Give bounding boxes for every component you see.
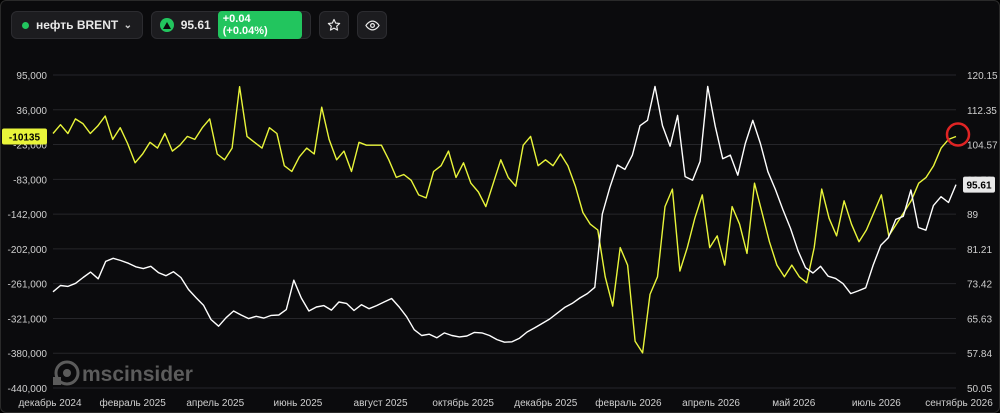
series-line-right: [52, 85, 957, 343]
x-tick-label: май 2026: [772, 398, 815, 409]
price-value: 95.61: [180, 18, 211, 32]
right-tick-label: 73.42: [967, 280, 992, 291]
status-dot: [22, 21, 29, 29]
x-tick-label: сентябрь 2026: [925, 397, 993, 409]
x-tick-label: октябрь 2025: [432, 397, 494, 409]
right-tick-label: 120.15: [967, 71, 998, 82]
symbol-label: нефть BRENT: [36, 18, 119, 32]
watermark: mscinsider: [53, 360, 193, 386]
x-tick-label: апрель 2025: [186, 398, 244, 409]
left-tick-label: -142,000: [8, 210, 48, 221]
left-current-label: -10135: [9, 133, 41, 144]
right-tick-label: 104.57: [967, 141, 998, 152]
change-badge: +0.04 (+0.04%): [217, 11, 302, 39]
favorite-button[interactable]: [319, 11, 349, 39]
right-tick-label: 57.84: [967, 349, 992, 360]
eye-icon: [364, 19, 380, 31]
left-tick-label: -83,000: [13, 175, 47, 186]
left-tick-label: 36,000: [16, 106, 47, 117]
toolbar: нефть BRENT ⌄ 95.61 +0.04 (+0.04%): [11, 11, 387, 39]
highlight-circle: [945, 122, 971, 147]
watermark-text: mscinsider: [82, 363, 193, 386]
visibility-button[interactable]: [357, 11, 387, 39]
series-line-left: [52, 85, 957, 354]
left-axis: 95,000 36,000 -23,000 -83,000 -142,000 -202,0…: [8, 71, 48, 395]
right-tick-label: 112.35: [967, 106, 997, 117]
right-tick-label: 65.63: [967, 314, 992, 325]
x-tick-label: июль 2026: [852, 398, 901, 409]
right-current-badge: [963, 176, 995, 193]
left-tick-label: -380,000: [8, 349, 48, 360]
x-tick-label: февраль 2026: [595, 397, 662, 409]
right-current-label: 95.61: [966, 181, 991, 192]
price-display: 95.61 +0.04 (+0.04%): [151, 11, 311, 39]
left-tick-label: -321,000: [8, 314, 48, 325]
right-tick-label: 81.21: [967, 245, 992, 256]
right-axis: 120.15112.35104.5796.788981.2173.4265.63…: [967, 71, 998, 395]
axis-badges: -10135 95.61: [2, 128, 995, 193]
left-current-badge: [2, 128, 47, 145]
left-tick-label: -202,000: [8, 245, 48, 256]
left-tick-label: -440,000: [8, 384, 48, 395]
right-tick-label: 89: [967, 210, 979, 221]
chevron-down-icon: ⌄: [123, 19, 132, 31]
left-tick-label: 95,000: [16, 71, 47, 82]
right-tick-label: 50.05: [967, 384, 992, 395]
x-axis: декабрь 2024 февраль 2025 апрель 2025 июнь …: [18, 397, 993, 409]
series-lines: [52, 85, 971, 354]
x-tick-label: июнь 2025: [273, 398, 322, 409]
watermark-logo-icon: [53, 360, 80, 386]
x-tick-label: декабрь 2025: [514, 397, 578, 409]
x-tick-label: февраль 2025: [99, 397, 166, 409]
x-tick-label: август 2025: [354, 398, 408, 409]
left-tick-label: -23,000: [13, 141, 47, 152]
left-tick-label: -261,000: [8, 280, 48, 291]
x-tick-label: декабрь 2024: [18, 397, 82, 409]
star-icon: [327, 18, 341, 31]
symbol-selector[interactable]: нефть BRENT ⌄: [11, 11, 143, 39]
grid-lines: [53, 74, 956, 389]
arrow-up-icon: [160, 18, 174, 32]
x-tick-label: апрель 2026: [682, 398, 740, 409]
